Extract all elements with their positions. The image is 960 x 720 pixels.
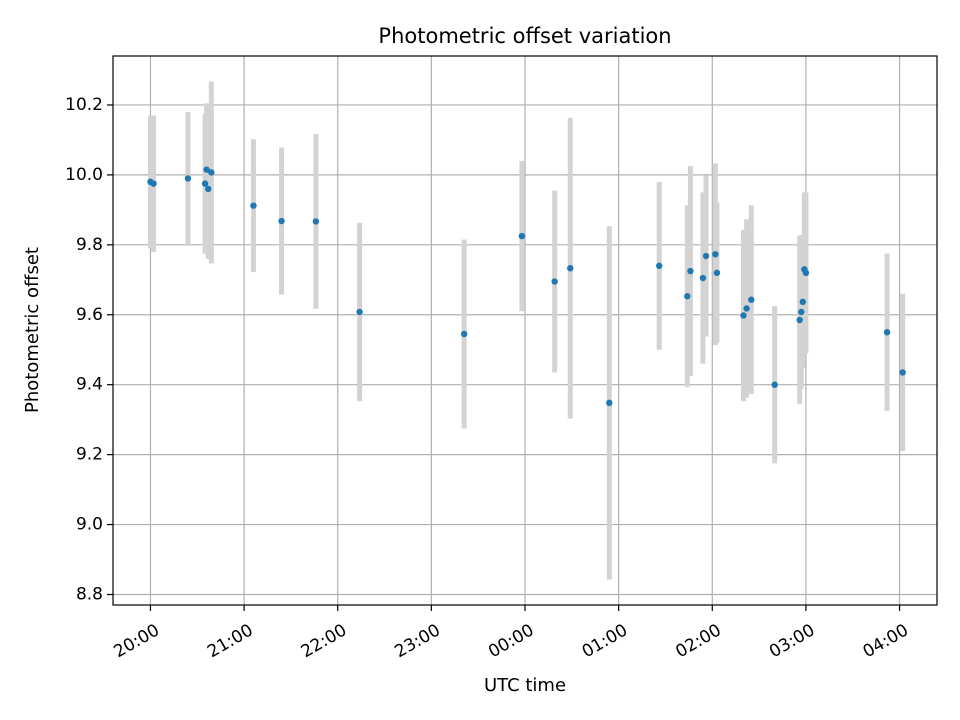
x-axis-label: UTC time [484, 675, 566, 696]
data-points [147, 166, 906, 407]
y-tick-label: 9.6 [76, 305, 103, 325]
data-point [799, 298, 806, 306]
data-point [712, 251, 719, 258]
data-point [356, 308, 363, 316]
data-point [883, 329, 891, 336]
data-point [184, 175, 192, 182]
data-point [699, 274, 707, 282]
data-point [702, 252, 710, 260]
data-point [250, 202, 257, 209]
data-point [796, 316, 803, 324]
y-axis-label: Photometric offset [22, 247, 43, 413]
data-point [748, 296, 755, 303]
y-tick-label: 9.2 [76, 445, 103, 465]
data-point [687, 267, 694, 275]
data-point [656, 262, 663, 270]
y-tick-label: 9.4 [76, 375, 103, 395]
y-tick-label: 10.2 [65, 95, 103, 115]
y-tick-label: 8.8 [76, 585, 103, 605]
data-point [204, 185, 212, 193]
data-point [460, 330, 468, 338]
y-tick-label: 9.8 [76, 235, 103, 255]
data-point [312, 218, 320, 225]
data-point [771, 381, 778, 388]
data-point [740, 312, 747, 319]
data-point [201, 180, 209, 187]
data-point [684, 293, 691, 300]
data-point [278, 217, 285, 225]
y-tick-label: 10.0 [65, 165, 103, 185]
data-point [567, 265, 574, 272]
data-point [551, 278, 558, 285]
data-point [150, 180, 157, 187]
data-point [606, 399, 613, 407]
data-point [802, 269, 810, 277]
chart-title: Photometric offset variation [378, 24, 671, 48]
data-point [713, 269, 721, 277]
data-point [203, 166, 210, 173]
data-point [899, 369, 906, 376]
data-point [208, 169, 215, 176]
data-point [518, 232, 526, 240]
data-point [743, 305, 750, 312]
data-point [798, 308, 805, 316]
y-tick-label: 9.0 [76, 515, 103, 535]
